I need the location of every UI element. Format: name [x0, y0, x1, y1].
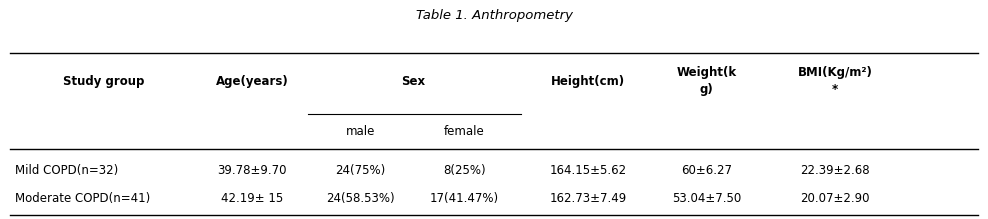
- Text: 20.07±2.90: 20.07±2.90: [800, 192, 869, 205]
- Text: 24(75%): 24(75%): [336, 164, 385, 177]
- Text: BMI(Kg/m²): BMI(Kg/m²): [797, 66, 872, 79]
- Text: 22.39±2.68: 22.39±2.68: [800, 164, 869, 177]
- Text: 24(58.53%): 24(58.53%): [326, 192, 395, 205]
- Text: Table 1. Anthropometry: Table 1. Anthropometry: [416, 9, 572, 22]
- Text: *: *: [832, 83, 838, 96]
- Text: Sex: Sex: [401, 74, 425, 88]
- Text: Study group: Study group: [63, 74, 144, 88]
- Text: Mild COPD(n=32): Mild COPD(n=32): [15, 164, 119, 177]
- Text: 17(41.47%): 17(41.47%): [430, 192, 499, 205]
- Text: female: female: [444, 125, 485, 138]
- Text: Age(years): Age(years): [215, 74, 288, 88]
- Text: g): g): [700, 83, 713, 96]
- Text: 164.15±5.62: 164.15±5.62: [549, 164, 626, 177]
- Text: 42.19± 15: 42.19± 15: [220, 192, 284, 205]
- Text: 162.73±7.49: 162.73±7.49: [549, 192, 626, 205]
- Text: 53.04±7.50: 53.04±7.50: [672, 192, 741, 205]
- Text: male: male: [346, 125, 375, 138]
- Text: 8(25%): 8(25%): [443, 164, 486, 177]
- Text: 39.78±9.70: 39.78±9.70: [217, 164, 287, 177]
- Text: Weight(k: Weight(k: [677, 66, 736, 79]
- Text: Moderate COPD(n=41): Moderate COPD(n=41): [15, 192, 150, 205]
- Text: Height(cm): Height(cm): [550, 74, 625, 88]
- Text: 60±6.27: 60±6.27: [681, 164, 732, 177]
